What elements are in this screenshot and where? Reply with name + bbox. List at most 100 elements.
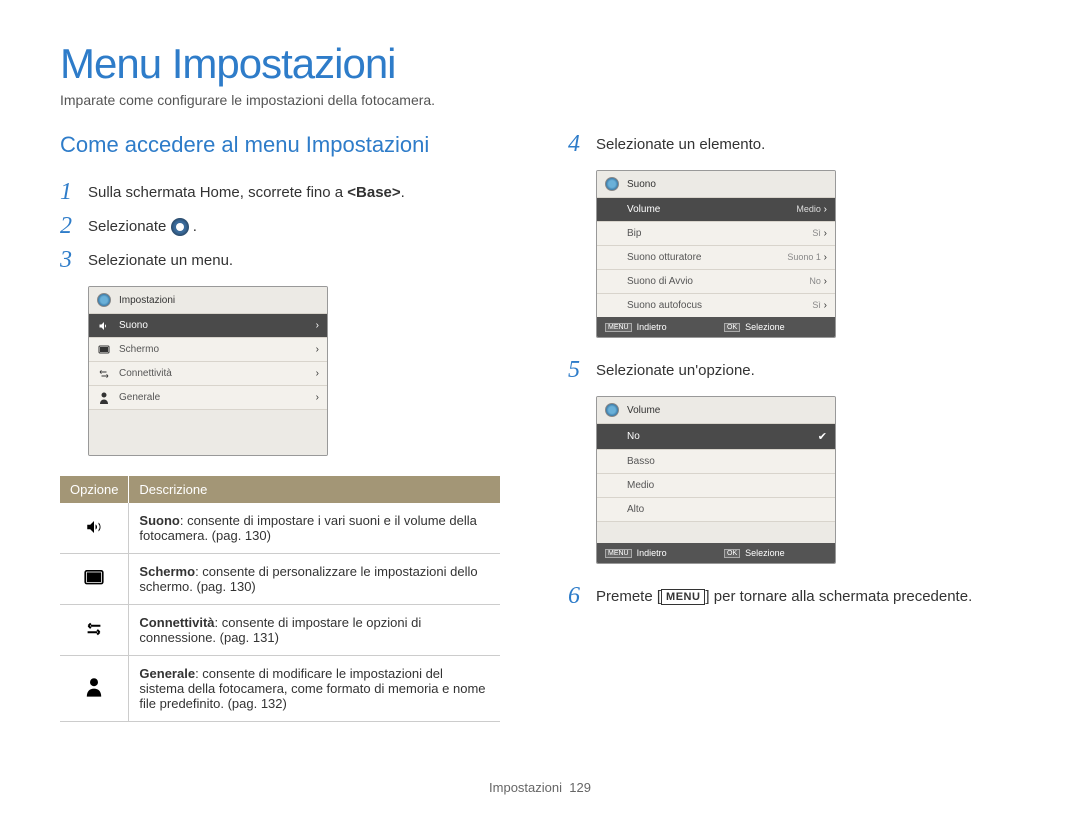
table-header-option: Opzione bbox=[60, 476, 129, 503]
step6-pre: Premete [ bbox=[596, 588, 661, 605]
menu-row-generale[interactable]: Generale › bbox=[89, 385, 327, 409]
row-value: Suono 1 bbox=[787, 252, 821, 262]
row-label: Volume bbox=[627, 204, 660, 215]
row-value: Sì bbox=[812, 228, 821, 238]
step4-text: Selezionate un elemento. bbox=[596, 132, 765, 153]
menu-row-schermo[interactable]: Schermo › bbox=[89, 337, 327, 361]
left-column: Come accedere al menu Impostazioni 1 Sul… bbox=[60, 132, 512, 722]
footer-page-number: 129 bbox=[569, 780, 591, 795]
person-icon bbox=[83, 678, 105, 696]
sound-row-volume[interactable]: Volume Medio › bbox=[597, 197, 835, 221]
menu-tag-icon: MENU bbox=[605, 549, 632, 558]
volume-row-alto[interactable]: Alto bbox=[597, 497, 835, 521]
row-label: Generale bbox=[119, 392, 160, 403]
check-icon: ✔ bbox=[818, 430, 827, 443]
menu-button-icon: MENU bbox=[661, 589, 705, 605]
opt-rest: : consente di impostare i vari suoni e i… bbox=[139, 513, 476, 543]
display-icon bbox=[97, 344, 111, 356]
menu-row-suono[interactable]: Suono › bbox=[89, 313, 327, 337]
step2-text: Selezionate bbox=[88, 218, 171, 235]
options-table: Opzione Descrizione Suono: consente di i… bbox=[60, 476, 500, 722]
row-label: Suono otturatore bbox=[627, 252, 702, 263]
step-5: 5 Selezionate un'opzione. bbox=[568, 358, 1020, 382]
panel-footer: MENUIndietro OKSelezione bbox=[597, 317, 835, 337]
table-row: Generale: consente di modificare le impo… bbox=[60, 656, 500, 722]
gear-icon bbox=[605, 403, 619, 417]
row-label: No bbox=[627, 431, 640, 442]
step-1: 1 Sulla schermata Home, scorrete fino a … bbox=[60, 180, 512, 204]
chevron-right-icon: › bbox=[824, 228, 827, 239]
chevron-right-icon: › bbox=[824, 300, 827, 311]
volume-row-basso[interactable]: Basso bbox=[597, 449, 835, 473]
chevron-right-icon: › bbox=[824, 204, 827, 215]
row-value: No bbox=[809, 276, 821, 286]
chevron-right-icon: › bbox=[316, 344, 319, 355]
camera-panel-menu: Impostazioni Suono › Schermo › bbox=[88, 286, 328, 456]
footer-back: Indietro bbox=[637, 322, 667, 332]
panel-header-label: Suono bbox=[627, 179, 656, 190]
settings-gear-icon bbox=[171, 218, 189, 236]
opt-bold: Suono bbox=[139, 513, 179, 528]
panel-empty-area bbox=[597, 521, 835, 543]
page-title: Menu Impostazioni bbox=[60, 40, 1020, 88]
table-row: Suono: consente di impostare i vari suon… bbox=[60, 503, 500, 554]
panel-header: Volume bbox=[597, 397, 835, 423]
step-6: 6 Premete [MENU] per tornare alla scherm… bbox=[568, 584, 1020, 608]
panel-header: Suono bbox=[597, 171, 835, 197]
row-label: Basso bbox=[627, 456, 655, 467]
chevron-right-icon: › bbox=[824, 252, 827, 263]
step1-bold: <Base> bbox=[347, 184, 400, 201]
chevron-right-icon: › bbox=[316, 320, 319, 331]
page-subtitle: Imparate come configurare le impostazion… bbox=[60, 92, 1020, 108]
ok-tag-icon: OK bbox=[724, 323, 740, 332]
table-row: Connettività: consente di impostare le o… bbox=[60, 605, 500, 656]
step1-post: . bbox=[401, 184, 405, 201]
opt-bold: Connettività bbox=[139, 615, 214, 630]
volume-row-medio[interactable]: Medio bbox=[597, 473, 835, 497]
sound-row-shutter[interactable]: Suono otturatore Suono 1 › bbox=[597, 245, 835, 269]
table-row: Schermo: consente di personalizzare le i… bbox=[60, 554, 500, 605]
menu-row-connettivita[interactable]: Connettività › bbox=[89, 361, 327, 385]
row-label: Suono di Avvio bbox=[627, 276, 693, 287]
person-icon bbox=[97, 392, 111, 404]
camera-panel-volume: Volume No ✔ Basso Medio Alto MENUIndietr… bbox=[596, 396, 836, 564]
chevron-right-icon: › bbox=[316, 368, 319, 379]
row-label: Bip bbox=[627, 228, 641, 239]
page-footer: Impostazioni 129 bbox=[0, 780, 1080, 795]
sound-row-autofocus[interactable]: Suono autofocus Sì › bbox=[597, 293, 835, 317]
row-label: Suono bbox=[119, 320, 148, 331]
footer-select: Selezione bbox=[745, 322, 785, 332]
table-header-description: Descrizione bbox=[129, 476, 500, 503]
ok-tag-icon: OK bbox=[724, 549, 740, 558]
panel-header: Impostazioni bbox=[89, 287, 327, 313]
step-number: 2 bbox=[60, 214, 78, 238]
sound-row-startup[interactable]: Suono di Avvio No › bbox=[597, 269, 835, 293]
row-label: Medio bbox=[627, 480, 654, 491]
gear-icon bbox=[605, 177, 619, 191]
panel-footer: MENUIndietro OKSelezione bbox=[597, 543, 835, 563]
step-2: 2 Selezionate . bbox=[60, 214, 512, 238]
row-label: Suono autofocus bbox=[627, 300, 702, 311]
connectivity-icon bbox=[97, 368, 111, 380]
sound-icon bbox=[97, 320, 111, 332]
opt-bold: Schermo bbox=[139, 564, 195, 579]
row-label: Schermo bbox=[119, 344, 159, 355]
chevron-right-icon: › bbox=[824, 276, 827, 287]
volume-row-no[interactable]: No ✔ bbox=[597, 423, 835, 449]
step-number: 6 bbox=[568, 584, 586, 608]
step-4: 4 Selezionate un elemento. bbox=[568, 132, 1020, 156]
camera-panel-sound: Suono Volume Medio › Bip Sì › Suono ottu… bbox=[596, 170, 836, 338]
step-number: 1 bbox=[60, 180, 78, 204]
section-title: Come accedere al menu Impostazioni bbox=[60, 132, 512, 158]
footer-label: Impostazioni bbox=[489, 780, 562, 795]
chevron-right-icon: › bbox=[316, 392, 319, 403]
sound-row-bip[interactable]: Bip Sì › bbox=[597, 221, 835, 245]
right-column: 4 Selezionate un elemento. Suono Volume … bbox=[568, 132, 1020, 722]
step-number: 5 bbox=[568, 358, 586, 382]
row-value: Medio bbox=[796, 204, 821, 214]
step-3: 3 Selezionate un menu. bbox=[60, 248, 512, 272]
panel-header-label: Impostazioni bbox=[119, 295, 175, 306]
step-number: 3 bbox=[60, 248, 78, 272]
step-number: 4 bbox=[568, 132, 586, 156]
sound-icon bbox=[83, 518, 105, 536]
